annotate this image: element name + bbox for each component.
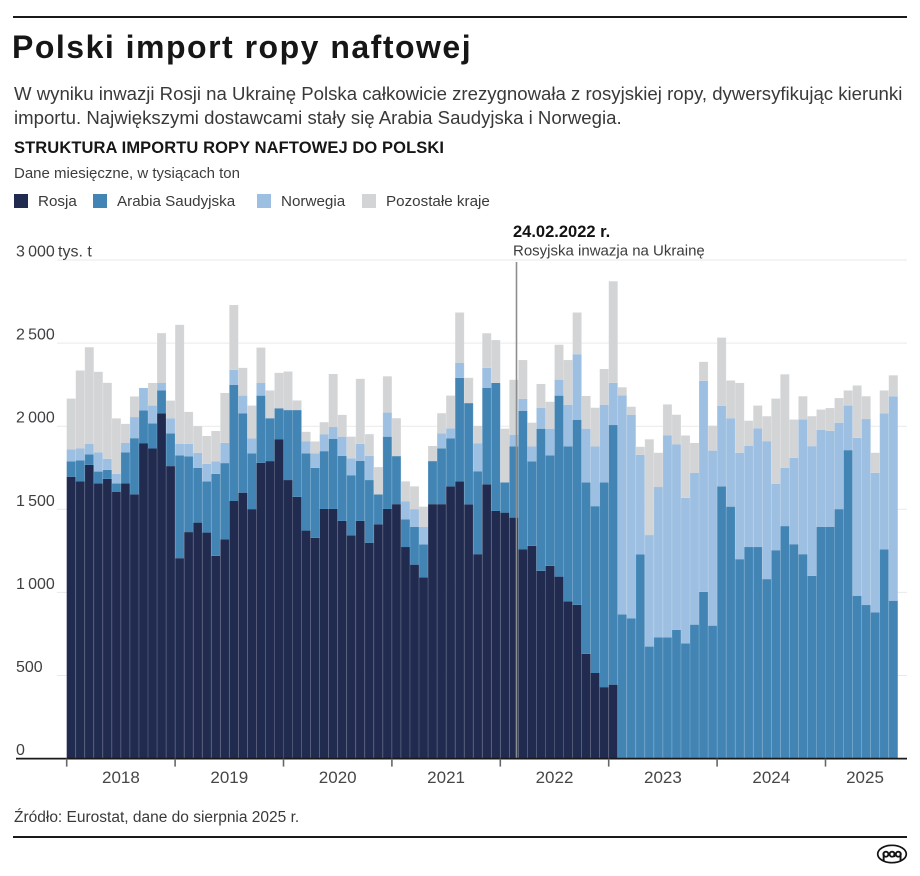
svg-text:2025: 2025	[846, 768, 884, 787]
svg-text:0: 0	[16, 742, 25, 759]
svg-text:3 000 tys. t: 3 000 tys. t	[16, 244, 92, 261]
svg-text:2024: 2024	[752, 768, 790, 787]
svg-text:2019: 2019	[210, 768, 248, 787]
svg-text:2023: 2023	[644, 768, 682, 787]
svg-text:2021: 2021	[427, 768, 465, 787]
svg-text:24.02.2022 r.: 24.02.2022 r.	[513, 223, 610, 241]
svg-text:2022: 2022	[536, 768, 574, 787]
svg-text:500: 500	[16, 659, 43, 676]
svg-text:2 000: 2 000	[16, 410, 55, 427]
svg-text:1 000: 1 000	[16, 576, 55, 593]
svg-text:Rosyjska inwazja na Ukrainę: Rosyjska inwazja na Ukrainę	[513, 243, 705, 260]
svg-text:2018: 2018	[102, 768, 140, 787]
svg-text:1 500: 1 500	[16, 493, 55, 510]
svg-text:2 500: 2 500	[16, 327, 55, 344]
svg-text:2020: 2020	[319, 768, 357, 787]
